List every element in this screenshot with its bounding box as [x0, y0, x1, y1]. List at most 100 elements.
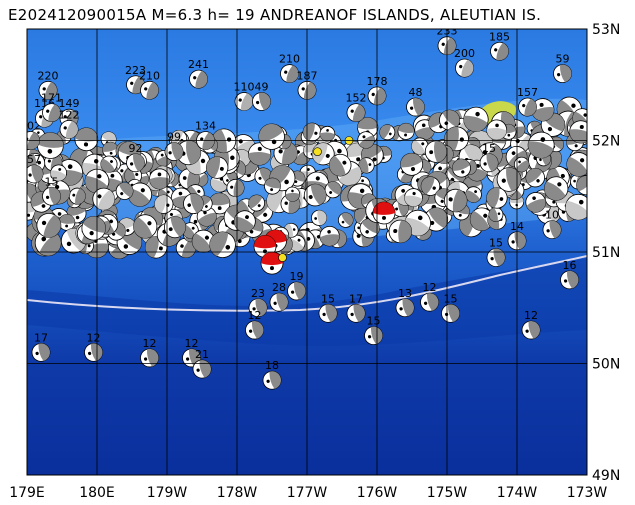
event-depth-label: 185 [489, 30, 510, 43]
aftershock-marker [313, 147, 322, 156]
focal-mechanism [444, 126, 469, 152]
mainshock-mechanism [372, 201, 396, 225]
focal-mechanism [525, 167, 545, 188]
focal-mechanism [388, 219, 413, 244]
lon-tick-label: 180E [79, 485, 115, 501]
event-depth-label: 157 [517, 86, 538, 99]
lon-tick-label: 177W [287, 485, 328, 501]
lat-tick-label: 49N [592, 468, 620, 484]
focal-mechanism [36, 212, 62, 238]
lat-tick-label: 51N [592, 245, 620, 261]
focal-mechanism [565, 193, 587, 221]
event-depth-label: 15 [321, 292, 335, 305]
focal-mechanism [258, 123, 285, 150]
focal-mechanism [420, 176, 441, 196]
event-mechanism [441, 303, 460, 323]
latitude-labels: 53N 52N 51N 50N 49N [592, 22, 620, 484]
event-mechanism [42, 186, 61, 206]
lon-tick-label: 178W [217, 485, 258, 501]
focal-mechanism [319, 225, 340, 247]
event-mechanism [346, 103, 366, 123]
event-mechanism [140, 348, 159, 368]
event-mechanism [262, 370, 282, 390]
focal-mechanism [233, 210, 256, 233]
focal-mechanism [411, 137, 429, 155]
lon-tick-label: 176W [357, 485, 398, 501]
event-mechanism [280, 64, 299, 83]
focal-mechanism [208, 192, 231, 215]
event-mechanism [234, 92, 254, 111]
event-mechanism [318, 303, 338, 323]
focal-mechanism [176, 140, 202, 166]
mainshock-mechanism [260, 251, 284, 275]
event-mechanism [38, 80, 58, 100]
event-mechanism [346, 303, 366, 323]
lon-tick-label: 173W [567, 485, 608, 501]
event-depth-label: 12 [423, 281, 437, 294]
event-depth-label: 210 [139, 69, 160, 82]
event-depth-label: 220 [38, 69, 59, 82]
focal-mechanism [576, 175, 587, 196]
event-mechanism [521, 320, 541, 340]
event-depth-label: 152 [346, 92, 367, 105]
event-depth-label: 15 [45, 175, 59, 188]
lat-tick-label: 50N [592, 357, 620, 373]
event-mechanism [245, 320, 264, 340]
event-depth-label: 12 [524, 309, 538, 322]
event-depth-label: 16 [563, 259, 577, 272]
focal-mechanism [358, 157, 375, 174]
event-depth-label: 10 [545, 209, 559, 222]
focal-mechanism [400, 152, 424, 176]
event-depth-label: 23 [251, 287, 265, 300]
focal-mechanism [100, 155, 118, 173]
focal-mechanism [424, 140, 448, 163]
focal-mechanism [569, 120, 587, 144]
focal-mechanism [311, 209, 328, 226]
graticule [27, 29, 587, 475]
focal-mechanism [183, 193, 204, 215]
event-depth-label: 12 [248, 309, 262, 322]
event-mechanism [560, 270, 579, 290]
focal-mechanism [303, 183, 327, 207]
focal-mechanism [264, 177, 281, 195]
focal-mechanism [74, 127, 99, 152]
focal-mechanism [486, 119, 508, 141]
focal-mechanism [319, 125, 336, 142]
focal-mechanism [527, 131, 555, 159]
focal-mechanism [324, 181, 342, 199]
event-depth-label: 149 [59, 97, 80, 110]
event-depth-label: 17 [349, 292, 363, 305]
focal-mechanism [226, 178, 245, 197]
event-mechanism [395, 298, 415, 318]
event-depth-label: 210 [279, 53, 300, 66]
event-mechanism [479, 153, 499, 173]
event-depth-label: 28 [272, 281, 286, 294]
focal-mechanism [465, 186, 482, 203]
lon-tick-label: 179W [147, 485, 188, 501]
focal-mechanism [133, 214, 158, 239]
event-mechanism [455, 58, 474, 78]
event-mechanism [59, 119, 79, 139]
focal-mechanism [285, 186, 301, 202]
event-mechanism [248, 298, 268, 318]
event-depth-label: 18 [265, 359, 279, 372]
event-depth-label: 223 [125, 64, 146, 77]
focal-mechanism [58, 214, 76, 231]
focal-mechanism [209, 231, 236, 258]
event-depth-label: 17 [34, 331, 48, 344]
event-depth-label: 13 [398, 287, 412, 300]
event-depth-label: 15 [482, 142, 496, 155]
focal-mechanism [566, 152, 587, 177]
focal-mechanism [164, 216, 187, 239]
event-depth-label: 21 [195, 348, 209, 361]
focal-mechanism [81, 216, 106, 241]
focal-mechanism [205, 156, 229, 179]
event-depth-label: 134 [195, 120, 216, 133]
focal-mechanism [496, 167, 522, 192]
event-mechanism [189, 69, 208, 89]
focal-mechanism [248, 194, 266, 212]
focal-mechanism [357, 131, 375, 149]
lon-tick-label: 175W [427, 485, 468, 501]
event-mechanism [490, 41, 509, 61]
